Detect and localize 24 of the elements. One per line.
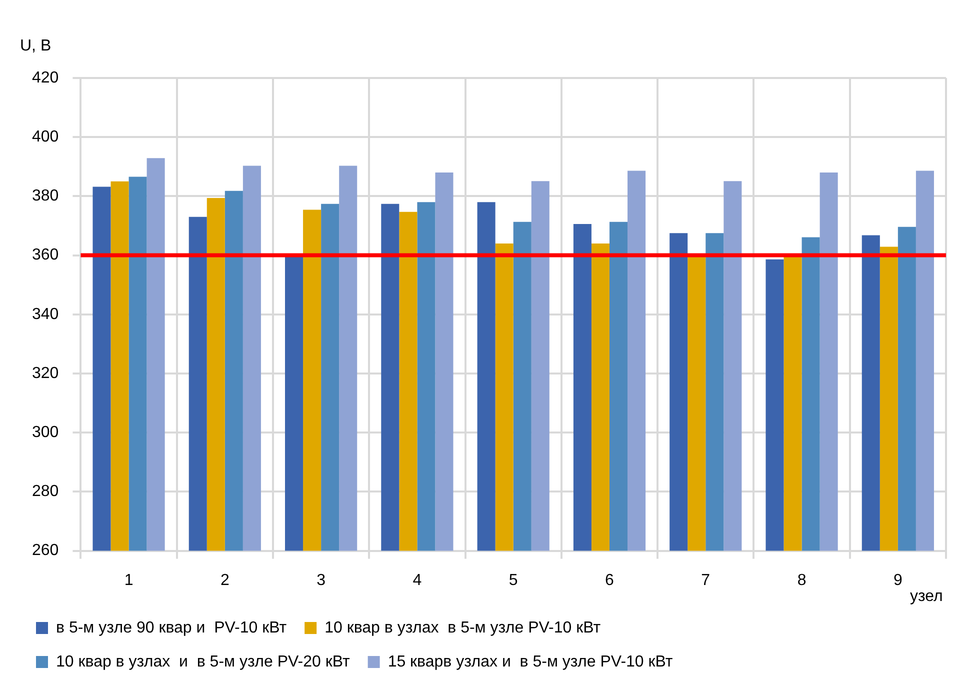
legend-label: 10 квар в узлах в 5-м узле PV-10 кВт	[324, 619, 602, 636]
y-tick-label: 300	[32, 424, 59, 442]
x-tick-label: 3	[316, 572, 326, 589]
y-tick-label: 360	[32, 246, 59, 264]
y-tick-label: 260	[32, 542, 59, 560]
x-tick-label: 1	[124, 572, 134, 589]
x-tick-label: 2	[220, 572, 230, 589]
x-tick-label: 7	[701, 572, 710, 589]
y-tick-label: 280	[32, 483, 59, 500]
y-tick-label: 400	[32, 128, 59, 146]
y-axis-title: U, В	[20, 37, 52, 54]
x-axis-title: узел	[910, 588, 943, 606]
x-tick-label: 8	[797, 572, 806, 589]
legend-label: 10 квар в узлах и в 5-м узле PV-20 кВт	[56, 653, 350, 670]
y-tick-label: 420	[32, 69, 59, 86]
legend-label: 15 кварв узлах и в 5-м узле PV-10 кВт	[388, 653, 674, 670]
x-tick-label: 9	[893, 572, 902, 589]
x-tick-label: 4	[412, 572, 422, 589]
y-tick-label: 380	[32, 188, 59, 205]
y-tick-label: 320	[32, 364, 59, 382]
x-tick-label: 6	[605, 572, 614, 589]
y-tick-label: 340	[32, 306, 59, 323]
x-tick-label: 5	[508, 572, 518, 589]
legend-label: в 5-м узле 90 квар и PV-10 кВт	[56, 619, 288, 636]
